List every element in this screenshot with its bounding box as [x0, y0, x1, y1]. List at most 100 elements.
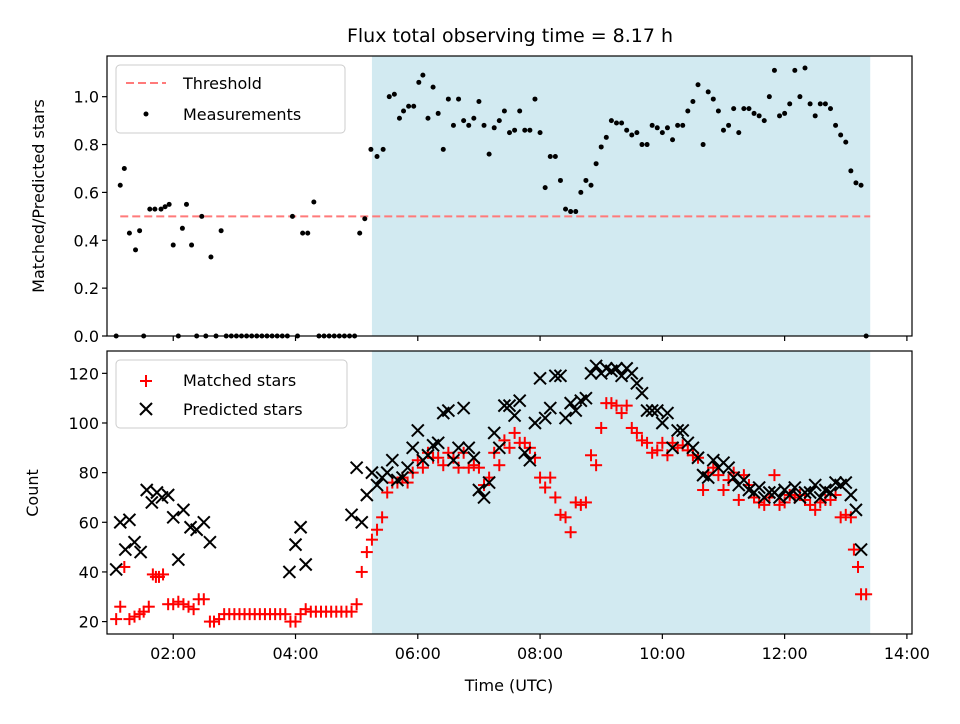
chart-title: Flux total observing time = 8.17 h: [347, 25, 673, 47]
predicted-star-point: [670, 423, 685, 438]
measurement-point: [481, 122, 487, 128]
ratio-x-axis-ticks: [172, 336, 908, 341]
measurement-point: [792, 67, 798, 73]
predicted-star-point: [823, 485, 838, 500]
matched-star-point: [544, 471, 557, 484]
matched-star-point: [123, 613, 136, 626]
measurement-point: [170, 242, 176, 248]
measurement-point: [179, 225, 185, 231]
measurement-point: [848, 168, 854, 174]
predicted-star-point: [523, 453, 537, 467]
measurement-point: [715, 108, 721, 114]
x-axis-label: Time (UTC): [464, 676, 553, 695]
predicted-star-point: [431, 436, 445, 450]
measurement-point: [152, 206, 158, 212]
predicted-star-point: [171, 552, 186, 567]
matched-star-point: [508, 426, 521, 439]
measurement-point: [583, 177, 589, 183]
measurement-point: [537, 130, 543, 136]
matched-star-point: [167, 598, 180, 611]
predicted-star-point: [360, 488, 374, 502]
measurement-point: [710, 96, 716, 102]
measurement-point: [425, 115, 431, 121]
predicted-star-point: [512, 393, 527, 408]
measurement-point: [126, 230, 132, 236]
measurement-point: [471, 115, 477, 121]
measurement-point: [568, 209, 574, 215]
matched-star-point: [851, 560, 864, 573]
y-tick-label: 20: [79, 613, 99, 632]
measurement-point: [822, 101, 828, 107]
measurement-point: [466, 122, 472, 128]
measurement-point: [573, 209, 579, 215]
legend-predicted-label: Predicted stars: [183, 400, 303, 419]
predicted-star-point: [288, 537, 303, 552]
predicted-star-point: [492, 441, 507, 455]
matched-star-point: [350, 598, 363, 611]
predicted-star-point: [133, 545, 148, 559]
count-points: [109, 359, 873, 628]
measurement-point: [406, 103, 412, 109]
matched-star-point: [503, 441, 516, 454]
predicted-star-point: [380, 465, 394, 480]
measurement-point: [416, 79, 422, 85]
matched-star-point: [773, 498, 786, 511]
matched-star-point: [549, 491, 562, 504]
matched-star-point: [564, 526, 577, 539]
measurement-point: [787, 101, 793, 107]
count-y-axis-ticks: 20 40 60 80 100 120: [68, 364, 107, 632]
measurement-point: [311, 199, 317, 205]
matched-star-point: [279, 608, 292, 621]
measurement-point: [158, 206, 164, 212]
measurement-point: [386, 94, 392, 100]
measurement-point: [827, 106, 833, 112]
predicted-star-point: [589, 359, 603, 373]
predicted-star-point: [808, 478, 822, 492]
predicted-star-point: [355, 515, 369, 529]
matched-star-point: [128, 610, 141, 623]
matched-star-point: [381, 486, 394, 499]
matched-star-point: [844, 511, 857, 524]
matched-star-point: [860, 588, 873, 601]
measurement-point: [552, 154, 558, 160]
matched-star-point: [610, 399, 623, 412]
predicted-star-point: [487, 426, 501, 440]
measurement-point: [456, 96, 462, 102]
predicted-star-point: [706, 453, 721, 467]
measurement-point: [751, 110, 757, 116]
y-tick-label: 100: [68, 414, 99, 433]
y-tick-label: 80: [79, 464, 99, 483]
measurement-point: [208, 254, 214, 260]
predicted-star-point: [798, 485, 812, 500]
measurement-point: [496, 118, 502, 124]
measurement-point: [189, 242, 195, 248]
predicted-star-point: [737, 473, 751, 487]
matched-star-point: [365, 533, 378, 546]
predicted-star-point: [109, 562, 123, 577]
matched-star-point: [118, 560, 131, 573]
measurement-point: [756, 113, 762, 119]
measurement-point: [491, 125, 497, 131]
measurement-point: [705, 89, 711, 95]
legend-measurements-label: Measurements: [183, 105, 301, 124]
predicted-star-point: [441, 403, 456, 418]
matched-star-point: [732, 493, 745, 506]
predicted-star-point: [614, 369, 629, 383]
measurement-point: [797, 94, 803, 100]
matched-star-point: [559, 511, 572, 524]
x-tick-label: 12:00: [762, 644, 808, 663]
measurement-point: [664, 125, 670, 131]
measurement-point: [807, 101, 813, 107]
predicted-star-point: [691, 451, 705, 465]
measurement-point: [654, 125, 660, 131]
measurement-point: [771, 67, 777, 73]
matched-star-point: [187, 603, 200, 616]
measurement-point: [675, 122, 681, 128]
measurement-point: [420, 72, 426, 78]
x-tick-label: 04:00: [272, 644, 318, 663]
measurement-point: [532, 96, 538, 102]
matched-star-point: [110, 613, 123, 626]
measurement-point: [501, 108, 507, 114]
measurement-point: [542, 185, 548, 191]
